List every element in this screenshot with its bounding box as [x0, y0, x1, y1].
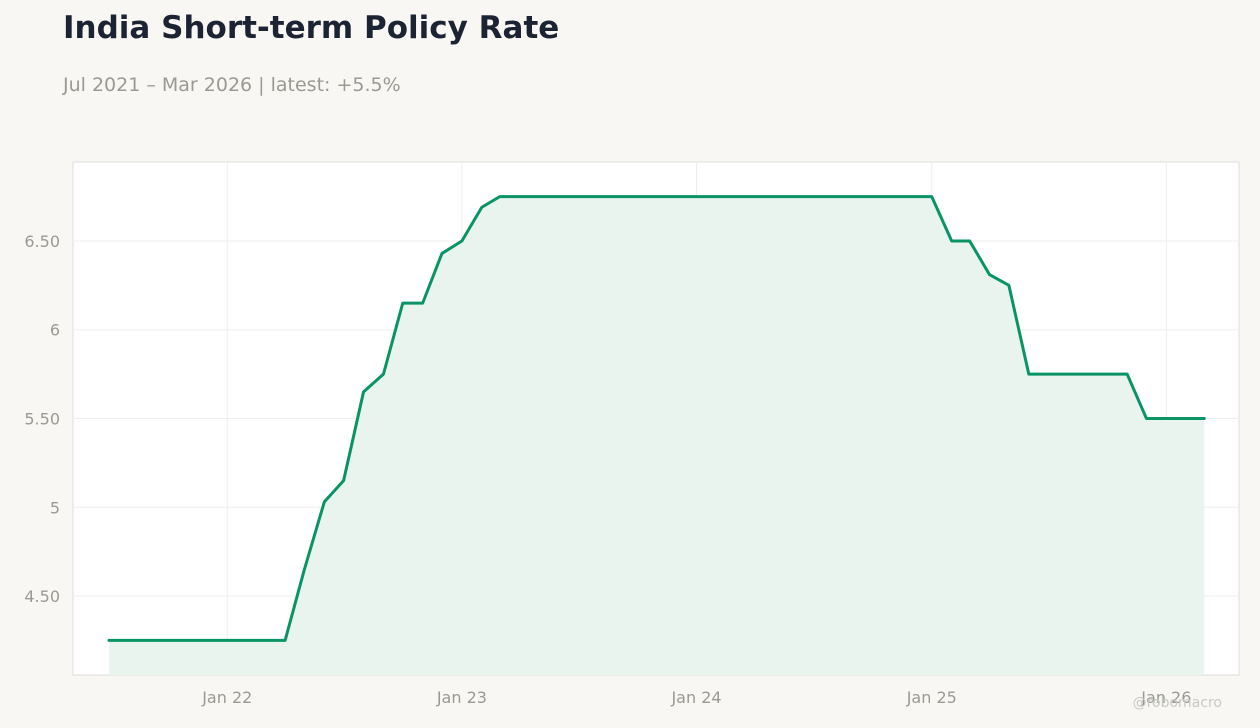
series-area-fill — [109, 196, 1205, 676]
chart-title: India Short-term Policy Rate — [63, 10, 560, 46]
x-tick-label: Jan 25 — [906, 688, 957, 707]
area-fill-layer — [109, 196, 1205, 676]
x-tick-label: Jan 26 — [1140, 688, 1191, 707]
watermark: @robomacro — [1132, 695, 1222, 711]
x-tick-label: Jan 23 — [436, 688, 487, 707]
y-tick-label: 5.50 — [24, 410, 60, 429]
y-tick-label: 6 — [50, 321, 60, 340]
y-tick-label: 4.50 — [24, 587, 60, 606]
x-tick-label: Jan 22 — [201, 688, 252, 707]
x-axis-ticks: Jan 22 Jan 23 Jan 24 Jan 25 Jan 26 — [201, 688, 1191, 707]
y-axis-ticks: 4.50 5 5.50 6 6.50 — [24, 232, 60, 606]
chart-subtitle: Jul 2021 – Mar 2026 | latest: +5.5% — [63, 74, 401, 96]
x-tick-label: Jan 24 — [670, 688, 721, 707]
line-layer — [107, 195, 1206, 642]
y-tick-label: 6.50 — [24, 232, 60, 251]
y-tick-label: 5 — [50, 498, 60, 517]
series-line — [107, 195, 1206, 642]
